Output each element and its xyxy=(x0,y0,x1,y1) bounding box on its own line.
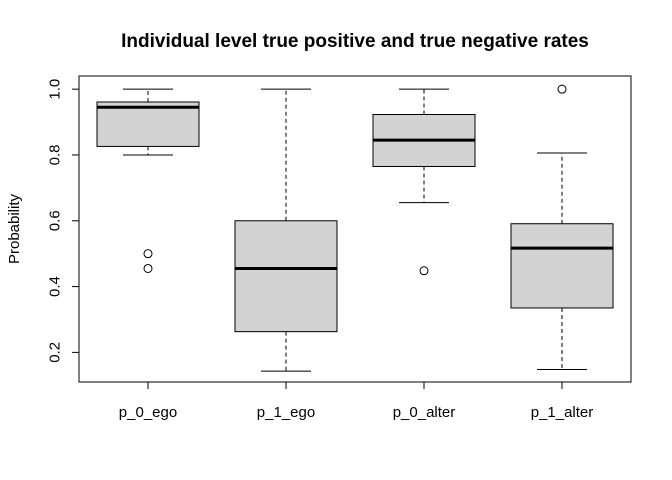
y-tick-label: 0.6 xyxy=(46,210,63,231)
iqr-box xyxy=(510,223,614,309)
iqr-box xyxy=(234,220,338,333)
outlier-point xyxy=(419,266,429,276)
x-tick-label: p_0_ego xyxy=(119,404,177,421)
y-tick-label: 0.8 xyxy=(46,145,63,166)
outlier-point xyxy=(143,249,153,259)
outlier-point xyxy=(143,263,153,273)
x-tick-label: p_0_alter xyxy=(393,404,456,421)
y-axis-label: Probability xyxy=(6,193,23,264)
chart-title: Individual level true positive and true … xyxy=(121,31,589,52)
box-p_1_alter xyxy=(510,84,614,370)
box-p_0_alter xyxy=(372,88,476,276)
y-tick-label: 0.4 xyxy=(46,276,63,297)
box-p_0_ego xyxy=(96,88,200,273)
box-p_1_ego xyxy=(234,88,338,372)
y-axis: 0.2 0.4 0.6 0.8 1.0 xyxy=(46,79,80,363)
outlier-point xyxy=(557,84,567,94)
boxes-layer xyxy=(96,84,614,372)
y-tick-label: 1.0 xyxy=(46,79,63,100)
x-axis: p_0_ego p_1_ego p_0_alter p_1_alter xyxy=(119,381,594,421)
x-tick-label: p_1_ego xyxy=(257,404,315,421)
x-tick-label: p_1_alter xyxy=(531,404,594,421)
iqr-box xyxy=(96,101,200,147)
y-tick-label: 0.2 xyxy=(46,342,63,363)
